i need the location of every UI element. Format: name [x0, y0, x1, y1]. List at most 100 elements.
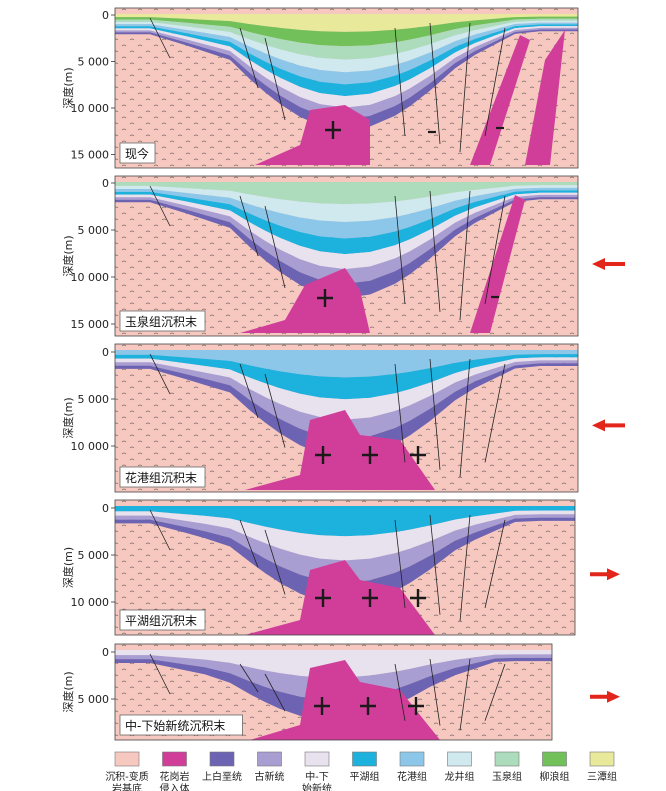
fault-line — [484, 519, 506, 609]
plus-marker — [317, 289, 333, 307]
layer-longjing — [115, 20, 578, 73]
granite-intrusion — [245, 560, 435, 635]
legend-label: 侵入体 — [160, 783, 190, 791]
legend-label: 岩基底 — [112, 782, 142, 791]
legend-item-zhongxia: 中-下始新统 — [302, 751, 332, 791]
panel-name: 中-下始新统沉积末 — [125, 718, 225, 733]
depth-tick-label: 0 — [102, 502, 109, 515]
panel-name-box — [119, 142, 156, 164]
legend-swatch — [589, 751, 615, 767]
depth-tick-label: 10 000 — [71, 596, 110, 609]
panel-frame — [114, 643, 553, 741]
plus-marker — [325, 121, 341, 139]
depth-axis-title: 深度(m) — [61, 397, 75, 438]
layer-liulang — [115, 16, 578, 47]
section-panel: 0 5 000 10 000 15 000 深度(m) 现今 — [61, 7, 579, 169]
fault-line — [394, 519, 406, 609]
granite-intrusion — [525, 30, 565, 165]
legend-swatch — [494, 751, 520, 767]
depth-axis-title: 深度(m) — [61, 671, 75, 712]
legend-item-liulang: 柳浪组 — [540, 751, 570, 783]
fault-line — [484, 27, 506, 137]
legend-label: 始新统 — [302, 782, 332, 791]
depth-tick-label: 5 000 — [78, 56, 110, 69]
layer-zhongxia — [115, 510, 575, 561]
granite-intrusion — [255, 105, 370, 165]
panel-name-box — [119, 714, 243, 736]
fault-line — [484, 363, 506, 463]
granite-intrusion — [470, 35, 530, 165]
layer-zhongxia — [115, 357, 578, 420]
panel-frame — [114, 175, 579, 337]
depth-tick-label: 15 000 — [71, 318, 110, 331]
depth-axis-title: 深度(m) — [61, 235, 75, 276]
legend-swatch — [542, 751, 567, 767]
fault-line — [459, 190, 471, 321]
fault-line — [239, 27, 259, 89]
panel-name-box — [119, 609, 206, 631]
fault-line — [459, 658, 471, 731]
plus-marker — [410, 589, 426, 607]
stress-arrow-left — [592, 258, 625, 270]
granite-intrusion — [470, 195, 525, 333]
fault-line — [149, 353, 171, 395]
layer-pinghu — [115, 354, 578, 400]
depth-tick-label: 5 000 — [78, 393, 110, 406]
legend-swatch — [352, 751, 377, 767]
legend-item-pinghu: 平湖组 — [350, 751, 380, 783]
fault-line — [429, 190, 441, 313]
plus-marker — [362, 446, 378, 464]
layer-paleogene — [115, 514, 575, 583]
legend-item-paleogene: 古新统 — [255, 751, 285, 783]
fault-line — [264, 529, 286, 595]
stress-arrow-right — [590, 690, 620, 703]
depth-tick-label: 0 — [102, 177, 109, 190]
fault-line — [394, 27, 406, 137]
depth-axis-title: 深度(m) — [61, 547, 75, 588]
panel-name-box — [119, 310, 206, 332]
legend-swatch — [209, 751, 235, 767]
depth-tick-label: 0 — [102, 346, 109, 359]
layer-paleogene — [115, 360, 578, 439]
layer-yuquan — [115, 182, 578, 205]
legend-label: 古新统 — [255, 770, 285, 783]
fault-line — [264, 673, 286, 712]
fault-line — [429, 22, 441, 145]
plus-marker — [410, 446, 426, 464]
legend-label: 上白垩统 — [202, 770, 242, 783]
section-panel: 0 5 000 10 000 深度(m) 平湖组沉积末 — [61, 499, 620, 636]
legend-swatch — [399, 751, 425, 767]
granite-intrusion — [245, 410, 435, 490]
fault-line — [149, 653, 171, 695]
depth-axis-title: 深度(m) — [61, 67, 75, 108]
layer-shangbaiyang — [115, 363, 578, 458]
legend-swatch — [114, 751, 140, 767]
layer-huagang — [115, 350, 578, 378]
legend-label: 柳浪组 — [540, 770, 570, 783]
fault-line — [239, 663, 259, 693]
fault-line — [264, 373, 286, 448]
legend-label: 中-下 — [305, 770, 329, 783]
layer-pinghu — [115, 506, 575, 537]
fault-line — [264, 37, 286, 121]
depth-tick-label: 5 000 — [78, 693, 110, 706]
layer-pinghu — [115, 24, 578, 97]
fault-line — [149, 17, 171, 59]
legend-swatch — [257, 751, 282, 767]
legend-item-huagang: 花港组 — [397, 751, 427, 783]
fault-line — [459, 22, 471, 153]
panel-frame — [114, 7, 579, 169]
legend-item-santan: 三潭组 — [587, 751, 617, 783]
plus-marker — [314, 697, 330, 715]
depth-tick-label: 10 000 — [71, 102, 110, 115]
legend-swatch — [447, 751, 472, 767]
granite-intrusion — [240, 268, 370, 333]
fault-line — [459, 514, 471, 622]
layer-shangbaiyang — [115, 517, 575, 605]
granite-intrusion — [250, 660, 440, 740]
plus-marker — [315, 446, 331, 464]
legend-item-shangbaiyang: 上白垩统 — [202, 751, 242, 783]
depth-tick-label: 0 — [102, 9, 109, 22]
